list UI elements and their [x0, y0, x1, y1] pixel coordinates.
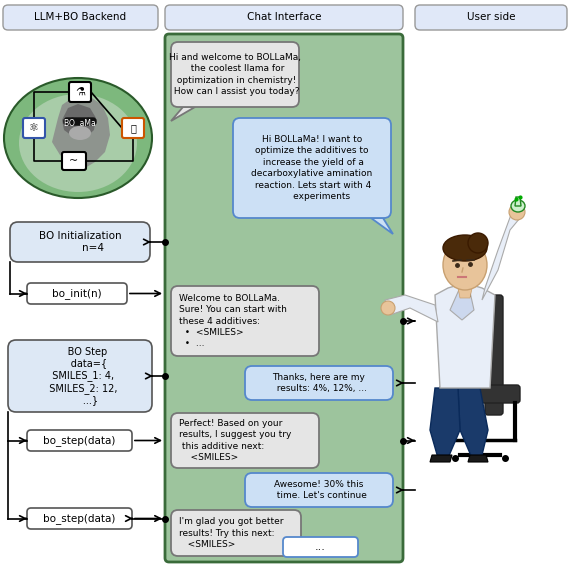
- Text: Chat Interface: Chat Interface: [247, 12, 321, 23]
- Polygon shape: [460, 283, 470, 296]
- FancyBboxPatch shape: [171, 42, 299, 107]
- Polygon shape: [515, 197, 521, 206]
- Circle shape: [468, 233, 488, 253]
- Text: 📊: 📊: [130, 123, 136, 133]
- FancyBboxPatch shape: [165, 34, 403, 562]
- FancyBboxPatch shape: [23, 118, 45, 138]
- Text: Hi BOLLaMa! I want to
optimize the additives to
 increase the yield of a
decarbo: Hi BOLLaMa! I want to optimize the addit…: [251, 135, 373, 201]
- FancyBboxPatch shape: [64, 118, 96, 125]
- Text: I'm glad you got better
results! Try this next:
   <SMILES>: I'm glad you got better results! Try thi…: [179, 517, 283, 549]
- Text: Hi and welcome to BOLLaMa,
  the coolest llama for
 optimization in chemistry!
 : Hi and welcome to BOLLaMa, the coolest l…: [169, 53, 301, 96]
- Circle shape: [509, 204, 525, 220]
- FancyBboxPatch shape: [27, 508, 132, 529]
- Ellipse shape: [443, 235, 487, 261]
- Polygon shape: [458, 288, 472, 298]
- Ellipse shape: [443, 240, 487, 290]
- Text: BO  aMa: BO aMa: [64, 118, 96, 127]
- FancyBboxPatch shape: [171, 510, 301, 556]
- Polygon shape: [62, 104, 96, 138]
- Polygon shape: [450, 283, 474, 320]
- FancyBboxPatch shape: [62, 152, 86, 170]
- Text: Perfect! Based on your
results, I suggest you try
 this additive next:
    <SMIL: Perfect! Based on your results, I sugges…: [179, 419, 291, 462]
- FancyBboxPatch shape: [485, 295, 503, 415]
- FancyBboxPatch shape: [8, 340, 152, 412]
- Text: ⚗: ⚗: [75, 87, 85, 97]
- FancyBboxPatch shape: [171, 286, 319, 356]
- FancyBboxPatch shape: [245, 473, 393, 507]
- Text: BO Initialization
        n=4: BO Initialization n=4: [39, 231, 121, 253]
- Text: Welcome to BOLLaMa.
Sure! You can start with
these 4 additives:
  •  <SMILES>
  : Welcome to BOLLaMa. Sure! You can start …: [179, 294, 287, 349]
- Circle shape: [381, 301, 395, 315]
- FancyBboxPatch shape: [440, 385, 520, 403]
- Text: bo_step(data): bo_step(data): [43, 435, 116, 446]
- FancyBboxPatch shape: [122, 118, 144, 138]
- FancyBboxPatch shape: [245, 366, 393, 400]
- Polygon shape: [430, 388, 460, 458]
- Polygon shape: [171, 107, 195, 121]
- Text: ~: ~: [70, 156, 79, 166]
- Text: ⚛: ⚛: [29, 123, 39, 133]
- Polygon shape: [52, 98, 110, 168]
- FancyBboxPatch shape: [27, 430, 132, 451]
- Text: Thanks, here are my
  results: 4%, 12%, ...: Thanks, here are my results: 4%, 12%, ..…: [271, 373, 367, 393]
- Text: ...: ...: [315, 542, 326, 552]
- Polygon shape: [385, 295, 438, 322]
- Ellipse shape: [69, 126, 91, 140]
- Polygon shape: [468, 455, 488, 462]
- Text: User side: User side: [467, 12, 515, 23]
- Text: bo_step(data): bo_step(data): [43, 513, 116, 524]
- Polygon shape: [482, 212, 520, 300]
- Ellipse shape: [511, 200, 525, 212]
- Text: BO Step
      data={
  SMILES_1: 4,
  SMILES_2: 12,
       ...}: BO Step data={ SMILES_1: 4, SMILES_2: 12…: [43, 347, 117, 405]
- Text: LLM+BO Backend: LLM+BO Backend: [34, 12, 127, 23]
- FancyBboxPatch shape: [3, 5, 158, 30]
- Ellipse shape: [19, 94, 137, 192]
- FancyBboxPatch shape: [69, 82, 91, 102]
- Polygon shape: [435, 283, 495, 388]
- FancyBboxPatch shape: [283, 537, 358, 557]
- Polygon shape: [458, 388, 488, 458]
- Polygon shape: [430, 455, 452, 462]
- FancyBboxPatch shape: [10, 222, 150, 262]
- Text: Awesome! 30% this
  time. Let's continue: Awesome! 30% this time. Let's continue: [271, 480, 367, 500]
- Text: bo_init(n): bo_init(n): [52, 288, 102, 299]
- Polygon shape: [371, 218, 393, 234]
- FancyBboxPatch shape: [233, 118, 391, 218]
- FancyBboxPatch shape: [415, 5, 567, 30]
- Ellipse shape: [4, 78, 152, 198]
- FancyBboxPatch shape: [171, 413, 319, 468]
- FancyBboxPatch shape: [27, 283, 127, 304]
- FancyBboxPatch shape: [165, 5, 403, 30]
